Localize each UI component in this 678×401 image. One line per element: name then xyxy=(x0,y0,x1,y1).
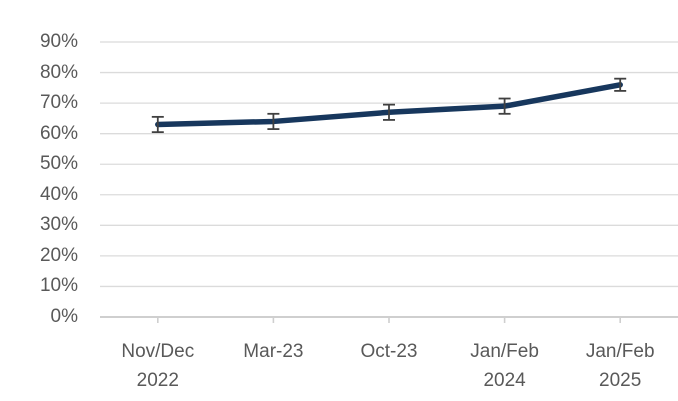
x-tick-label-line: 2025 xyxy=(599,370,642,391)
y-tick-label: 80% xyxy=(39,61,78,83)
y-tick-label: 30% xyxy=(39,214,78,236)
y-tick-label: 60% xyxy=(39,122,78,144)
x-tick-label-line: Oct-23 xyxy=(360,341,418,362)
x-tick-label-line: 2024 xyxy=(483,370,526,391)
x-tick-label: Jan/Feb 2024 xyxy=(439,337,571,395)
y-tick-label: 10% xyxy=(39,275,78,297)
y-tick-label: 50% xyxy=(39,153,78,175)
x-tick-label-line: 2022 xyxy=(136,370,179,391)
y-tick-label: 40% xyxy=(39,183,78,205)
x-tick-label: Jan/Feb 2025 xyxy=(554,337,678,395)
x-tick-label-line: Nov/Dec xyxy=(121,341,195,362)
y-tick-label: 90% xyxy=(39,31,78,52)
x-tick-label: Oct-23 xyxy=(323,337,455,366)
y-tick-label: 70% xyxy=(39,92,78,114)
x-tick-label: Mar-23 xyxy=(207,337,339,366)
x-tick-label: Nov/Dec 2022 xyxy=(92,337,224,395)
y-tick-label: 20% xyxy=(39,244,78,266)
x-tick-label-line: Jan/Feb xyxy=(470,341,539,362)
x-tick-label-line: Mar-23 xyxy=(243,341,304,362)
y-tick-label: 0% xyxy=(50,306,78,327)
x-tick-label-line: Jan/Feb xyxy=(585,341,655,362)
